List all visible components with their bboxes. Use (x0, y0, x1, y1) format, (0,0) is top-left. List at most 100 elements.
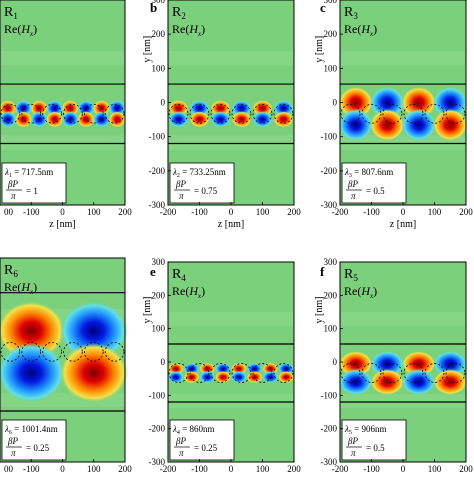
field-lobe-positive (246, 371, 263, 384)
particle-outline (83, 104, 104, 124)
beta-label: βP (7, 179, 18, 189)
y-tick-label: -300 (321, 200, 338, 210)
y-tick-label: -200 (321, 166, 338, 176)
y-tick-label: 0 (333, 357, 338, 367)
field-label: Re(Hx) (344, 284, 377, 300)
particle-outline (445, 103, 466, 124)
particle-outline (21, 104, 42, 124)
y-tick-label: 200 (324, 290, 338, 300)
x-tick-label: 100 (87, 464, 101, 474)
annotation-box (341, 162, 407, 204)
field-band (0, 51, 125, 66)
field-lobe-negative (108, 100, 126, 117)
field-lobe-positive (59, 342, 129, 403)
ratio-label: = 0.25 (194, 443, 218, 453)
field-label: Re(Hx) (344, 22, 377, 38)
field-label: Re(Hx) (4, 22, 37, 38)
particle-outline (189, 363, 210, 383)
field-lobe-positive (432, 108, 468, 141)
x-tick-label: 0 (229, 464, 234, 474)
field-band (340, 51, 466, 66)
particle-outline (83, 342, 104, 362)
y-tick-label: -100 (321, 390, 338, 400)
y-tick-label: 0 (161, 357, 166, 367)
particle-outline (252, 363, 273, 383)
field-lobe-positive (46, 111, 64, 128)
particle-outline (0, 342, 21, 362)
field-band (168, 51, 294, 66)
field-lobe-negative (14, 100, 33, 117)
x-tick-label: 00 (4, 464, 14, 474)
wavelength-label: λ3 = 807.6nm (344, 167, 393, 179)
particle-outline (382, 363, 403, 383)
field-lobe-negative (252, 111, 273, 128)
x-tick-label: 200 (459, 207, 473, 217)
ratio-label: = 0.5 (366, 186, 385, 196)
field-lobe-negative (338, 369, 373, 396)
pi-label: π (11, 448, 16, 458)
y-tick-label: -300 (321, 457, 338, 467)
wavelength-label: λ6 = 1001.4nm (4, 424, 58, 436)
field-lobe-negative (77, 100, 95, 117)
annotation-box (341, 419, 407, 461)
field-lobe-negative (199, 371, 216, 384)
field-band (340, 394, 466, 408)
field-band (168, 394, 294, 408)
particle-outline (273, 103, 294, 124)
field-lobe-positive (183, 371, 200, 384)
beta-label: βP (175, 436, 186, 446)
field-band (340, 135, 466, 150)
particle-outline (168, 103, 189, 124)
field-lobe-positive (252, 100, 273, 117)
pi-label: π (11, 191, 16, 201)
field-lobe-positive (370, 369, 405, 396)
x-tick-label: 200 (118, 207, 132, 217)
field-band (0, 135, 125, 150)
field-lobe-positive (401, 350, 436, 377)
x-axis-label: z [nm] (390, 219, 416, 230)
y-tick-label: 100 (152, 63, 166, 73)
x-tick-label: 0 (401, 207, 406, 217)
annotation-box (169, 419, 235, 461)
y-tick-label: 100 (324, 324, 338, 334)
particle-outline (252, 103, 273, 124)
particle-outline (210, 363, 231, 383)
y-tick-label: 200 (152, 290, 166, 300)
particle-outline (403, 363, 424, 383)
y-tick-label: 0 (333, 98, 338, 108)
field-lobe-positive (168, 100, 189, 117)
field-lobe-positive (189, 111, 210, 128)
ratio-label: = 1 (26, 186, 38, 196)
particle-outline (231, 103, 252, 124)
pi-label: π (351, 191, 356, 201)
x-tick-label: 200 (459, 464, 473, 474)
particle-outline (445, 363, 466, 383)
x-tick-label: 100 (256, 464, 270, 474)
field-lobe-negative (273, 100, 294, 117)
field-lobe-positive (369, 108, 405, 141)
field-label: Re(Hx) (172, 22, 205, 38)
y-tick-label: 300 (324, 0, 338, 5)
field-lobe-negative (0, 342, 66, 403)
y-tick-label: -200 (149, 166, 166, 176)
field-lobe-negative (59, 300, 129, 361)
field-lobe-positive (215, 371, 232, 384)
x-tick-label: -200 (160, 207, 177, 217)
beta-label: βP (7, 436, 18, 446)
y-tick-label: 300 (152, 257, 166, 267)
pi-label: π (179, 191, 184, 201)
x-axis-label: z [nm] (49, 219, 75, 230)
y-tick-label: -100 (149, 390, 166, 400)
x-tick-label: -200 (160, 464, 177, 474)
wavelength-label: λ1 = 717.5nm (4, 167, 53, 179)
particle-outline (21, 342, 42, 362)
x-tick-label: -100 (191, 464, 208, 474)
pi-label: π (179, 448, 184, 458)
field-lobe-positive (278, 371, 295, 384)
